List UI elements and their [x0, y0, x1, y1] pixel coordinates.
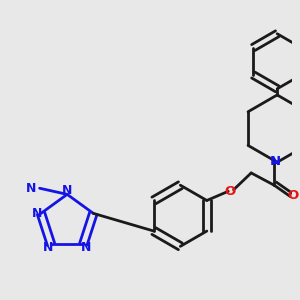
Text: O: O	[224, 185, 236, 198]
Text: N: N	[80, 242, 91, 254]
Text: O: O	[288, 189, 299, 203]
Text: N: N	[62, 184, 72, 197]
Text: N: N	[43, 241, 53, 254]
Text: N: N	[32, 207, 42, 220]
Text: N: N	[26, 182, 37, 195]
Text: N: N	[269, 155, 281, 168]
